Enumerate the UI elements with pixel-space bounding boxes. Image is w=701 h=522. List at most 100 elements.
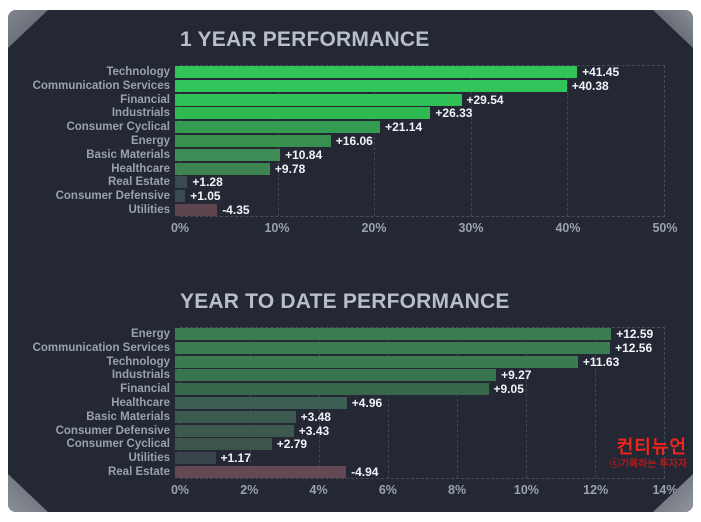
category-label: Consumer Cyclical bbox=[66, 438, 170, 451]
performance-bar bbox=[175, 93, 462, 106]
bar-value-label: +41.45 bbox=[582, 65, 620, 79]
bar-value-label: +16.06 bbox=[335, 133, 373, 148]
bar-row: Energy +16.06 bbox=[8, 133, 665, 148]
performance-bar bbox=[175, 162, 270, 175]
category-label: Consumer Defensive bbox=[55, 424, 170, 437]
x-axis-tick-label: 14% bbox=[652, 483, 678, 497]
bar-value-label: +10.84 bbox=[285, 147, 323, 162]
bar-value-label: +1.17 bbox=[220, 451, 251, 466]
bar-row: Consumer Defensive +3.43 bbox=[8, 424, 665, 438]
bar-track: +29.54 bbox=[175, 92, 660, 107]
category-label: Financial bbox=[120, 383, 170, 396]
plot-area: Energy +12.59 Communication Services +12.56… bbox=[8, 327, 665, 479]
bar-row: Basic Materials +10.84 bbox=[8, 147, 665, 162]
performance-bar bbox=[175, 190, 186, 203]
category-label: Industrials bbox=[111, 107, 170, 120]
bar-track: +1.28 bbox=[175, 175, 660, 190]
grid-line bbox=[374, 66, 376, 216]
bar-value-label: +9.27 bbox=[501, 368, 532, 383]
bar-track: +10.84 bbox=[175, 147, 660, 162]
bar-row: Healthcare +4.96 bbox=[8, 395, 665, 410]
category-label: Communication Services bbox=[32, 79, 170, 92]
bar-value-label: +2.79 bbox=[276, 437, 308, 452]
bar-track: -4.94 bbox=[175, 464, 660, 479]
category-label: Real Estate bbox=[107, 465, 170, 478]
category-label: Consumer Defensive bbox=[55, 190, 170, 203]
category-label: Communication Services bbox=[32, 341, 170, 354]
bar-value-label: +9.78 bbox=[274, 161, 306, 176]
bar-row: Industrials +26.33 bbox=[8, 106, 665, 120]
performance-bar bbox=[175, 79, 567, 92]
performance-bar bbox=[175, 438, 272, 451]
x-axis-tick-label: 0% bbox=[170, 483, 190, 497]
bar-value-label: -4.94 bbox=[351, 464, 379, 479]
grid-line bbox=[567, 66, 569, 216]
category-label: Consumer Cyclical bbox=[66, 121, 170, 134]
x-axis-tick-label: 0% bbox=[170, 221, 190, 235]
chart-title: YEAR TO DATE PERFORMANCE bbox=[180, 290, 510, 313]
bar-track: +21.14 bbox=[175, 120, 660, 135]
performance-bar bbox=[175, 369, 497, 382]
category-label: Healthcare bbox=[111, 162, 170, 175]
x-axis-tick-label: 2% bbox=[240, 483, 259, 497]
bar-row: Utilities -4.35 bbox=[8, 203, 665, 217]
bar-track: +2.79 bbox=[175, 437, 660, 452]
bar-value-label: +11.63 bbox=[582, 354, 620, 369]
bar-track: +26.33 bbox=[175, 106, 660, 120]
bar-track: +9.05 bbox=[175, 382, 660, 397]
bar-value-label: +4.96 bbox=[351, 395, 383, 410]
chart-card: 1 YEAR PERFORMANCE Technology +41.45 Commu… bbox=[8, 10, 693, 512]
category-label: Technology bbox=[106, 66, 170, 78]
x-axis-ticks: 0% 2% 4% 6% 8% 10% 12% 14% bbox=[171, 481, 678, 499]
bar-value-label: +29.54 bbox=[466, 92, 504, 107]
category-label: Utilities bbox=[128, 203, 170, 216]
bar-track: +4.96 bbox=[175, 395, 660, 410]
bar-row: Consumer Defensive +1.05 bbox=[8, 189, 665, 204]
bar-value-label: +9.05 bbox=[493, 382, 524, 397]
grid-line bbox=[470, 66, 472, 216]
performance-bar bbox=[175, 107, 431, 120]
grid-line bbox=[595, 328, 596, 478]
grid-line bbox=[526, 328, 527, 478]
watermark: 컨티뉴언 ⓒ기록하는 투자자 bbox=[610, 436, 687, 472]
performance-bar bbox=[175, 148, 281, 161]
bar-value-label: +40.38 bbox=[571, 78, 609, 93]
performance-bar bbox=[175, 66, 578, 78]
bar-value-label: +3.48 bbox=[300, 409, 331, 424]
performance-bar bbox=[175, 176, 188, 189]
x-axis-tick-label: 12% bbox=[583, 483, 609, 497]
performance-bar bbox=[175, 424, 294, 437]
bar-row: Utilities +1.17 bbox=[8, 451, 665, 466]
performance-bar bbox=[175, 328, 612, 340]
bar-value-label: +21.14 bbox=[385, 120, 423, 135]
performance-bar bbox=[175, 341, 611, 354]
bar-track: +12.59 bbox=[175, 327, 660, 341]
bar-value-label: +12.59 bbox=[616, 327, 654, 341]
category-label: Energy bbox=[131, 134, 170, 147]
bar-track: +1.05 bbox=[175, 189, 660, 204]
bar-value-label: +1.05 bbox=[190, 189, 221, 204]
plot-area: Technology +41.45 Communication Services +4… bbox=[8, 65, 665, 217]
category-label: Basic Materials bbox=[86, 148, 170, 161]
bar-row: Consumer Cyclical +21.14 bbox=[8, 120, 665, 135]
bar-value-label: +1.28 bbox=[192, 175, 223, 190]
ytd-performance-chart: YEAR TO DATE PERFORMANCE Energy +12.59 Com… bbox=[8, 287, 688, 499]
category-label: Financial bbox=[120, 93, 170, 106]
performance-bar bbox=[175, 396, 347, 409]
x-axis-tick-label: 30% bbox=[458, 221, 484, 235]
bar-track: -4.35 bbox=[175, 203, 660, 217]
x-axis-tick-label: 50% bbox=[652, 221, 678, 235]
bar-row: Real Estate +1.28 bbox=[8, 175, 665, 190]
x-axis-tick-label: 10% bbox=[264, 221, 290, 235]
performance-bar bbox=[175, 134, 331, 147]
bar-track: +3.48 bbox=[175, 409, 660, 424]
bar-rows: Energy +12.59 Communication Services +12.56… bbox=[8, 327, 665, 479]
bar-row: Financial +29.54 bbox=[8, 92, 665, 107]
bar-row: Technology +11.63 bbox=[8, 354, 665, 369]
bar-track: +41.45 bbox=[175, 65, 660, 79]
x-axis-tick-label: 6% bbox=[378, 483, 397, 497]
performance-bar bbox=[175, 203, 218, 216]
watermark-credit: ⓒ기록하는 투자자 bbox=[609, 459, 687, 470]
category-label: Utilities bbox=[128, 452, 170, 465]
x-axis-tick-label: 20% bbox=[361, 221, 387, 235]
